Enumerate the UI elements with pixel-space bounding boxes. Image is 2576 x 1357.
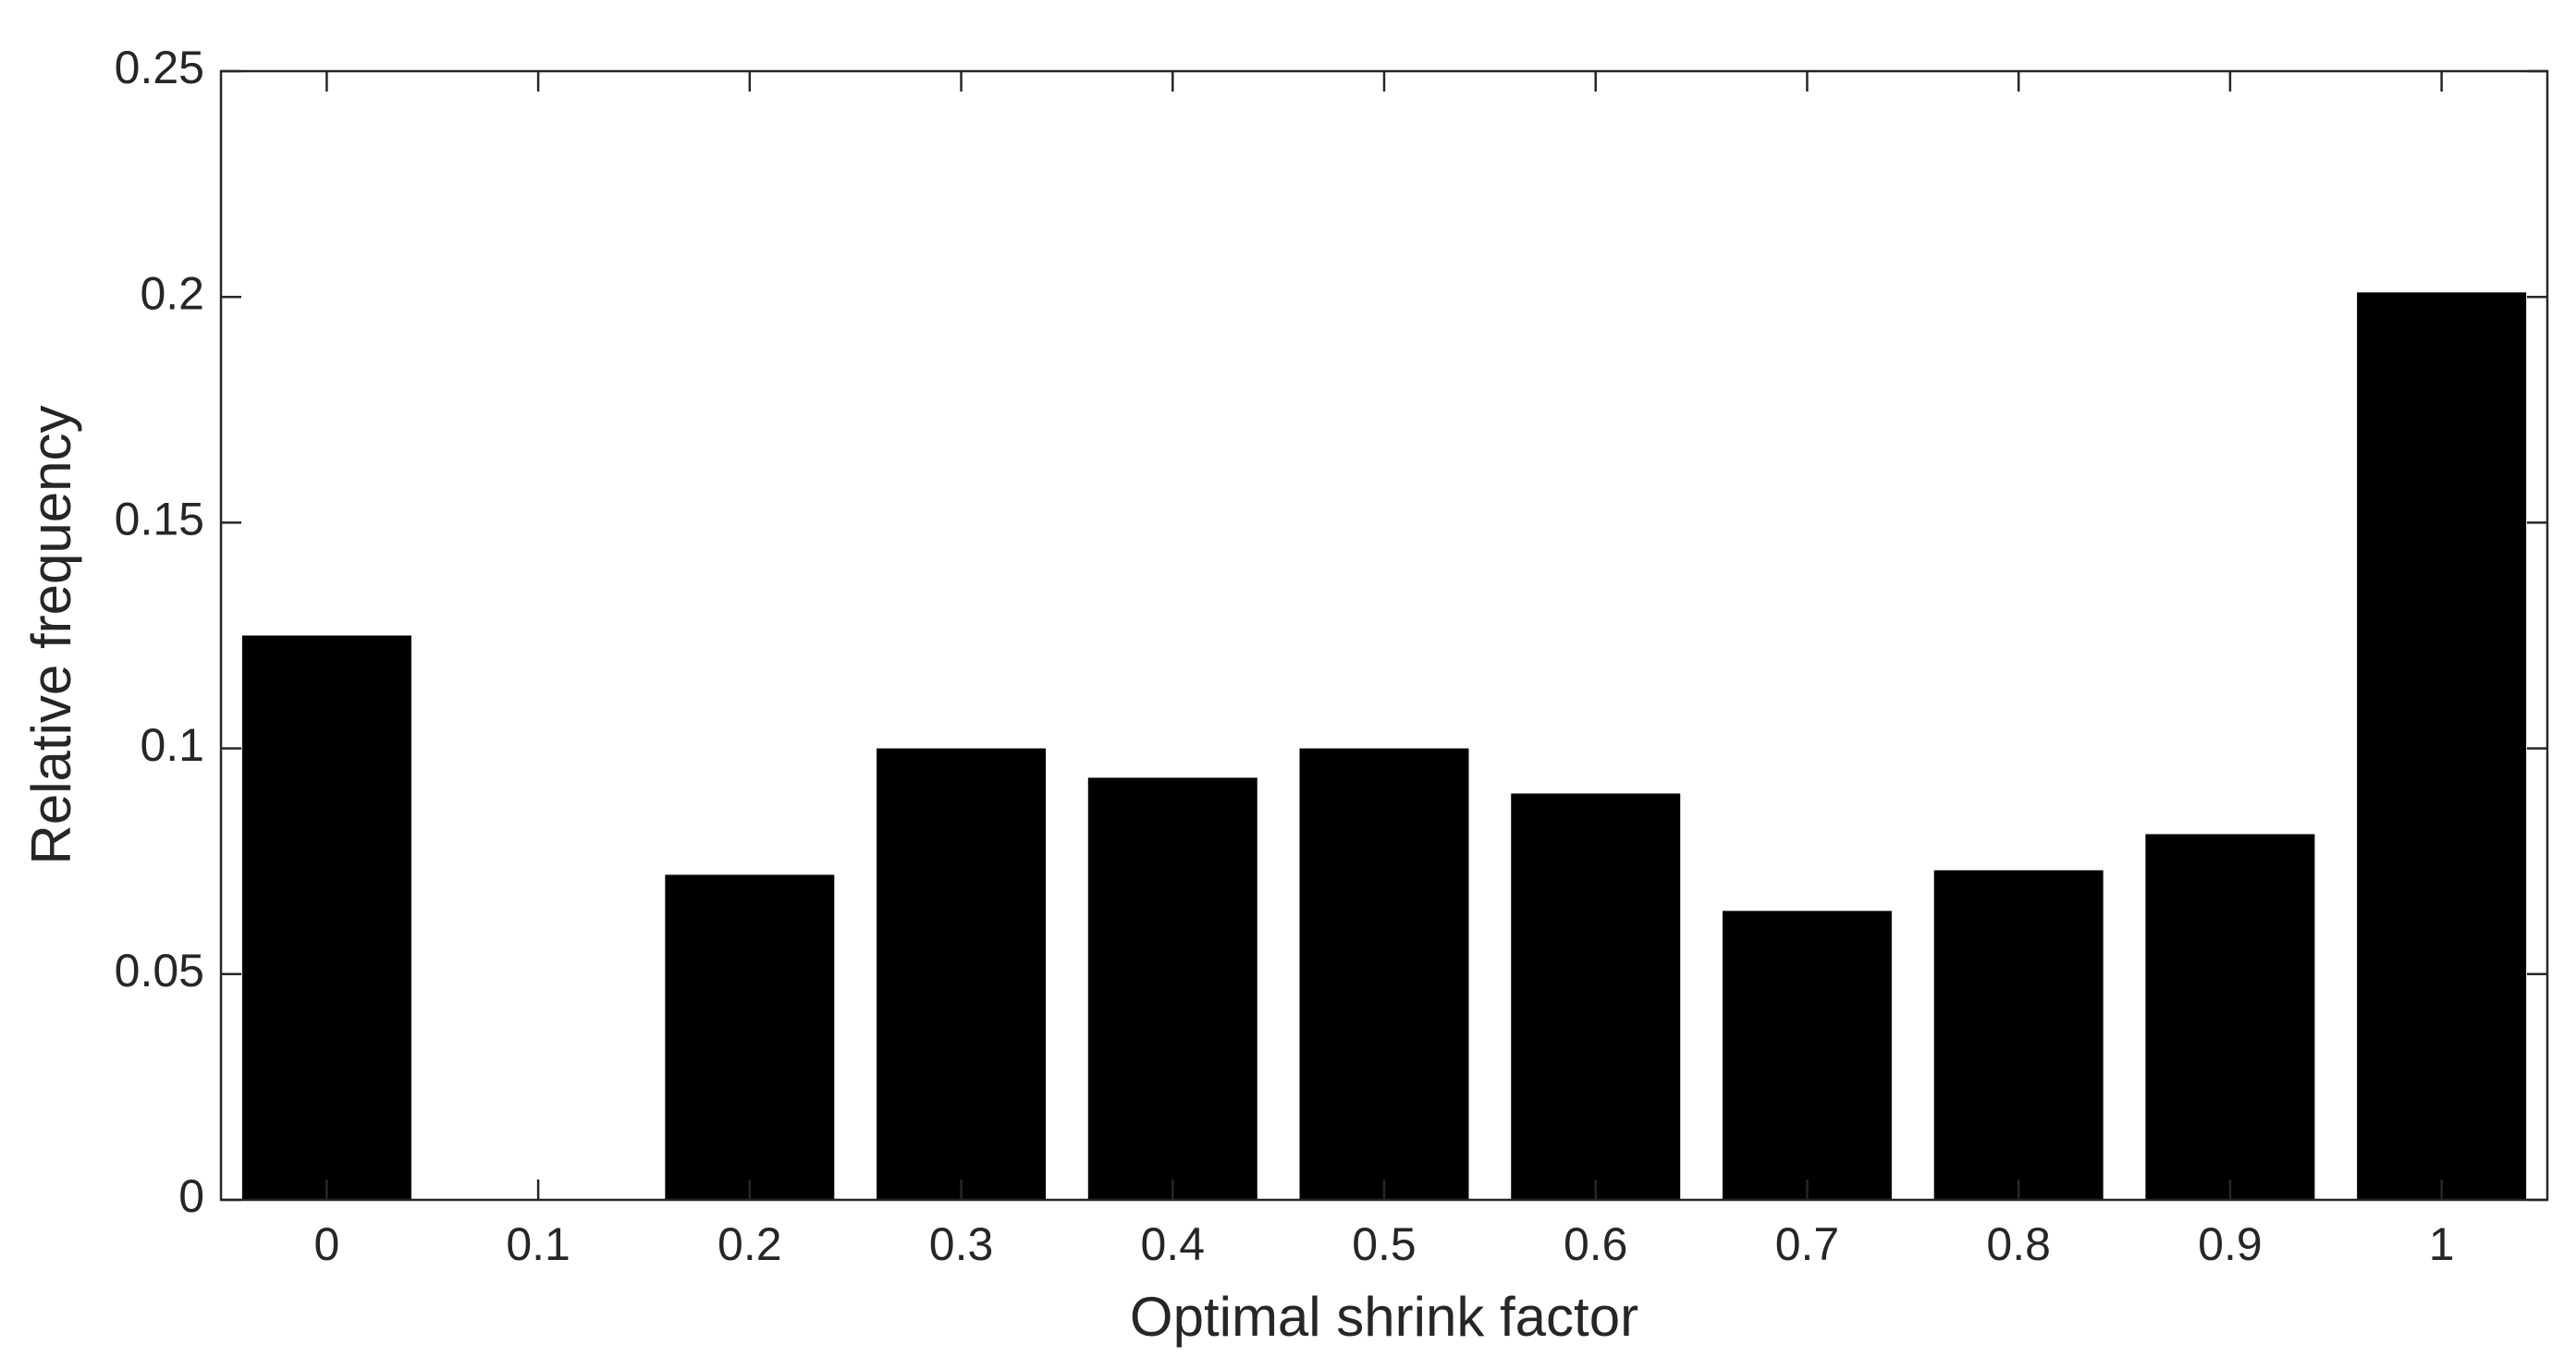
y-tick-label: 0.25: [115, 42, 204, 93]
plot-frame: [219, 69, 2549, 1202]
x-tick-label: 0.7: [1775, 1218, 1840, 1270]
bar: [1933, 870, 2104, 1200]
y-tick-label: 0.15: [115, 494, 204, 545]
x-tick-label: 0.5: [1352, 1218, 1417, 1270]
x-tick-label: 0.2: [718, 1218, 782, 1270]
bar: [1087, 777, 1257, 1200]
bar: [1511, 793, 1681, 1200]
y-tick-label: 0.2: [140, 267, 204, 319]
y-tick-label: 0.1: [140, 719, 204, 771]
x-axis-label: Optimal shrink factor: [1130, 1286, 1638, 1348]
bar: [1722, 911, 1892, 1200]
y-tick-label: 0: [178, 1170, 204, 1222]
x-tick-label: 0.1: [506, 1218, 570, 1270]
x-tick-label: 0.6: [1564, 1218, 1628, 1270]
y-axis-label: Relative frequency: [20, 406, 82, 865]
bar: [665, 874, 835, 1200]
x-tick-label: 0.9: [2198, 1218, 2263, 1270]
x-tick-label: 0.4: [1141, 1218, 1206, 1270]
x-tick-label: 0.8: [1986, 1218, 2051, 1270]
x-tick-label: 0: [313, 1218, 339, 1270]
bar: [2357, 292, 2527, 1200]
bar: [241, 635, 411, 1200]
x-tick-label: 1: [2429, 1218, 2455, 1270]
y-tick-label: 0.05: [115, 945, 204, 996]
bar: [877, 748, 1047, 1200]
bar: [2145, 834, 2315, 1200]
x-tick-label: 0.3: [929, 1218, 994, 1270]
bar: [1299, 748, 1469, 1200]
